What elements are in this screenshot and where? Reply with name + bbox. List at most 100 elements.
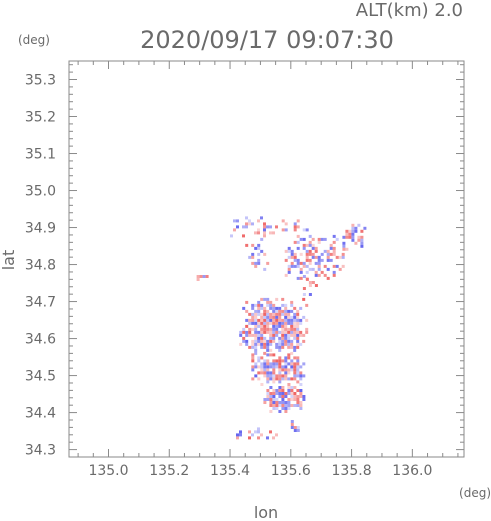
echo-cell-positive [287, 371, 291, 375]
echo-cell-negative [296, 264, 300, 268]
echo-cell-positive [299, 261, 303, 265]
echo-cell-negative [269, 342, 273, 346]
plot-title: 2020/09/17 09:07:30 [140, 26, 394, 54]
echo-cell-negative [342, 244, 346, 248]
echo-cell-positive [296, 395, 300, 398]
echo-cell-negative [317, 261, 321, 265]
echo-cell-negative [272, 395, 276, 398]
echo-cell-negative [302, 246, 306, 250]
echo-cell-positive [257, 377, 261, 381]
y-axis-unit: (deg) [18, 33, 50, 47]
echo-cell-negative [284, 371, 288, 375]
echo-cell-negative [257, 261, 261, 265]
echo-cell-positive [281, 386, 285, 389]
echo-cell-negative [290, 359, 294, 363]
echo-cell-negative [275, 309, 279, 313]
echo-cell-negative [278, 380, 282, 384]
echo-cell-negative [299, 389, 303, 392]
echo-cell-negative [335, 264, 339, 268]
echo-cell-negative [251, 345, 255, 349]
echo-cell-negative [296, 404, 300, 407]
echo-cell-positive [293, 240, 297, 244]
echo-cell-negative [296, 368, 300, 372]
echo-cell-positive [248, 327, 252, 331]
echo-cell-positive [269, 321, 273, 325]
echo-cell-negative [284, 356, 288, 360]
echo-cell-negative [257, 430, 260, 434]
echo-cell-positive [269, 333, 273, 337]
echo-cell-negative [272, 309, 276, 313]
echo-cell-negative [254, 374, 258, 378]
echo-cell-positive [257, 231, 260, 235]
echo-cell-negative [239, 333, 243, 337]
echo-cell-positive [314, 246, 318, 250]
echo-cell-negative [293, 222, 297, 226]
echo-cell-positive [266, 300, 270, 304]
echo-cell-positive [293, 386, 297, 389]
echo-cell-positive [266, 389, 270, 392]
echo-cell-positive [281, 404, 285, 407]
echo-cell-negative [287, 401, 291, 404]
echo-cell-negative [272, 374, 276, 378]
echo-cell-negative [287, 333, 291, 337]
echo-cell-negative [278, 336, 282, 340]
echo-cell-negative [290, 252, 294, 256]
echo-cell-positive [266, 324, 270, 328]
echo-cell-negative [278, 392, 282, 395]
echo-cell-positive [332, 252, 336, 256]
echo-cell-negative [233, 219, 236, 223]
echo-cell-positive [357, 235, 361, 239]
echo-cell-positive [317, 264, 321, 268]
echo-cell-negative [354, 229, 358, 233]
echo-cell-negative [257, 309, 261, 313]
echo-cell-positive [260, 297, 264, 301]
echo-cell-negative [360, 244, 364, 248]
echo-cell-negative [257, 336, 261, 340]
echo-cell-positive [290, 345, 294, 349]
echo-cell-positive [360, 229, 364, 233]
echo-cell-positive [305, 330, 309, 334]
echo-cell-positive [245, 222, 248, 226]
echo-cell-positive [299, 330, 303, 334]
echo-cell-negative [299, 377, 303, 381]
echo-cell-positive [345, 232, 349, 236]
echo-cell-negative [254, 348, 258, 352]
echo-cell-positive [260, 327, 264, 331]
echo-cell-negative [284, 359, 288, 363]
echo-cell-negative [284, 365, 288, 369]
echo-cell-positive [293, 365, 297, 369]
echo-cell-positive [272, 359, 276, 363]
echo-cell-negative [278, 386, 282, 389]
echo-cell-negative [269, 303, 273, 307]
echo-cell-negative [302, 315, 306, 319]
echo-cell-positive [329, 243, 333, 247]
echo-cell-negative [251, 433, 254, 437]
echo-cell-negative [251, 312, 255, 316]
echo-cell-negative [278, 401, 282, 404]
echo-cell-negative [296, 240, 300, 244]
echo-cell-negative [284, 336, 288, 340]
echo-cell-positive [269, 312, 273, 316]
echo-cell-positive [269, 348, 273, 352]
echo-cell-positive [287, 356, 291, 360]
echo-cell-positive [308, 252, 312, 256]
echo-cell-positive [260, 356, 264, 360]
echo-cell-positive [293, 426, 297, 429]
echo-cell-negative [260, 345, 264, 349]
echo-cell-positive [263, 252, 267, 256]
echo-cell-positive [299, 401, 303, 404]
echo-cell-positive [248, 330, 252, 334]
echo-cell-positive [245, 309, 249, 313]
echo-cell-positive [239, 342, 243, 346]
echo-cell-negative [266, 303, 270, 307]
echo-cell-positive [263, 225, 266, 229]
echo-cell-positive [251, 342, 255, 346]
echo-cell-negative [287, 309, 291, 313]
echo-cell-negative [299, 270, 303, 274]
echo-cell-negative [260, 303, 264, 307]
echo-cell-positive [251, 339, 255, 343]
echo-cell-positive [257, 342, 261, 346]
echo-cell-positive [281, 336, 285, 340]
echo-cell-negative [281, 377, 285, 381]
echo-cell-negative [266, 398, 270, 401]
